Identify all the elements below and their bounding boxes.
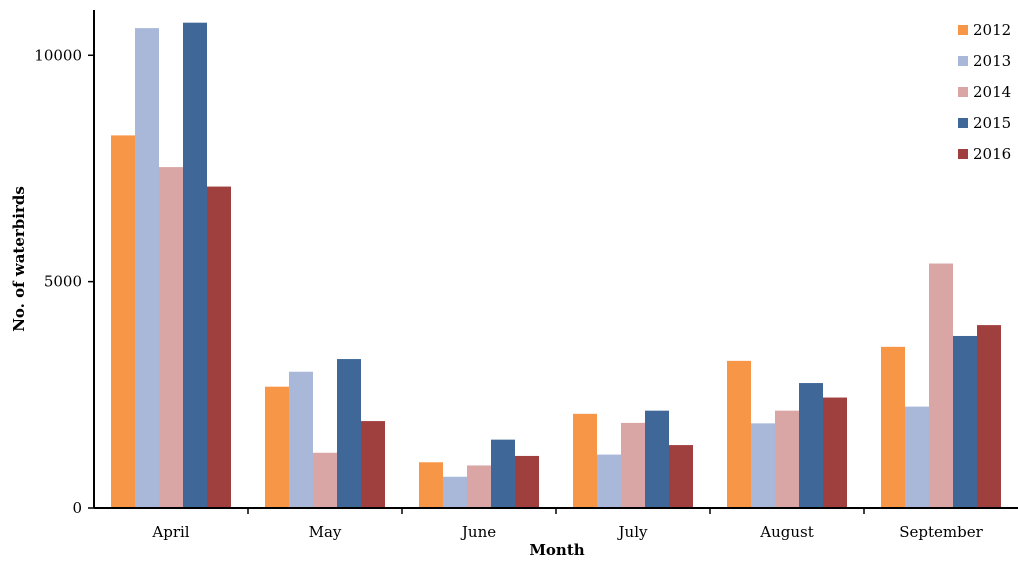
bar-2015-july [645,410,669,508]
legend-swatch-2013 [958,56,968,66]
bar-2013-august [751,423,775,508]
bar-2012-september [881,346,905,508]
x-tick-label: April [151,523,189,541]
bar-2014-june [467,465,491,508]
bar-2012-july [573,413,597,508]
bar-2012-april [111,135,135,508]
y-tick-label: 0 [72,499,82,517]
legend-label-2014: 2014 [973,83,1011,101]
bar-2016-april [207,186,231,508]
bar-2014-september [929,263,953,508]
bar-2016-september [977,325,1001,508]
bar-2012-june [419,462,443,508]
y-axis-title: No. of waterbirds [10,186,28,332]
legend-label-2013: 2013 [973,52,1011,70]
bar-2013-june [443,476,467,508]
bar-2015-april [183,22,207,509]
x-axis-title: Month [529,541,584,559]
legend-label-2012: 2012 [973,21,1011,39]
y-tick-label: 10000 [34,46,82,64]
bar-2015-september [953,335,977,508]
bar-2012-august [727,360,751,508]
legend-swatch-2016 [958,149,968,159]
x-ticks-group: April May June July August September [151,508,984,541]
x-tick-label: July [617,523,648,541]
y-tick-label: 5000 [44,273,82,291]
bars-group [111,22,1001,509]
bar-2014-july [621,422,645,508]
bar-2013-april [135,28,159,508]
legend-swatch-2015 [958,118,968,128]
legend-label-2016: 2016 [973,145,1011,163]
bar-2016-june [515,455,539,508]
bar-2015-may [337,359,361,508]
bar-2014-august [775,410,799,508]
bar-2013-july [597,454,621,508]
legend-swatch-2012 [958,25,968,35]
x-tick-label: September [899,523,983,541]
bar-2016-august [823,397,847,508]
bar-2014-may [313,452,337,508]
bar-2016-july [669,445,693,508]
y-ticks-group: 0 5000 10000 [34,46,94,517]
bar-2012-may [265,386,289,508]
bar-2016-may [361,421,385,508]
legend: 2012 2013 2014 2015 2016 [958,21,1011,163]
legend-swatch-2014 [958,87,968,97]
bar-2015-june [491,439,515,508]
bar-2013-september [905,406,929,508]
axes-group [93,10,1018,509]
x-tick-label: June [460,523,496,541]
bar-2014-april [159,167,183,508]
legend-label-2015: 2015 [973,114,1011,132]
bar-2015-august [799,383,823,508]
x-tick-label: May [309,523,342,541]
bar-2013-may [289,371,313,508]
x-tick-label: August [759,523,813,541]
